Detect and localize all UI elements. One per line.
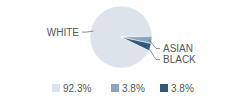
slice-label: WHITE (47, 27, 80, 38)
chart: WHITE ASIANBLACK 92.3% 3.8% 3.8% (0, 0, 240, 100)
pie-slice (121, 37, 151, 51)
slice-label: ASIAN (163, 43, 193, 54)
legend-label: 3.8% (171, 83, 194, 94)
slice-label: BLACK (163, 54, 196, 65)
legend-swatch (111, 84, 119, 92)
leader-line (147, 46, 160, 59)
legend-swatch (52, 84, 60, 92)
legend-label: 3.8% (122, 83, 145, 94)
legend-label: 92.3% (63, 83, 91, 94)
pie-slice (90, 6, 152, 68)
pie (90, 6, 152, 68)
leader-line (82, 31, 94, 32)
legend-swatch (160, 84, 168, 92)
legend: 92.3% 3.8% 3.8% (52, 83, 194, 94)
leader-line (149, 40, 160, 49)
